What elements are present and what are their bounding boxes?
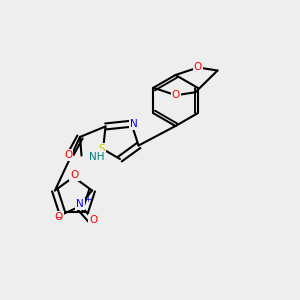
Text: −: − [55, 213, 63, 223]
Text: O: O [70, 169, 79, 180]
Text: N: N [76, 199, 84, 209]
Text: S: S [98, 144, 105, 154]
Text: O: O [54, 212, 63, 222]
Text: NH: NH [89, 152, 104, 162]
Text: O: O [64, 150, 72, 160]
Text: +: + [84, 195, 91, 204]
Text: O: O [172, 90, 180, 100]
Text: O: O [89, 215, 98, 226]
Text: O: O [194, 62, 202, 73]
Text: N: N [130, 119, 138, 129]
